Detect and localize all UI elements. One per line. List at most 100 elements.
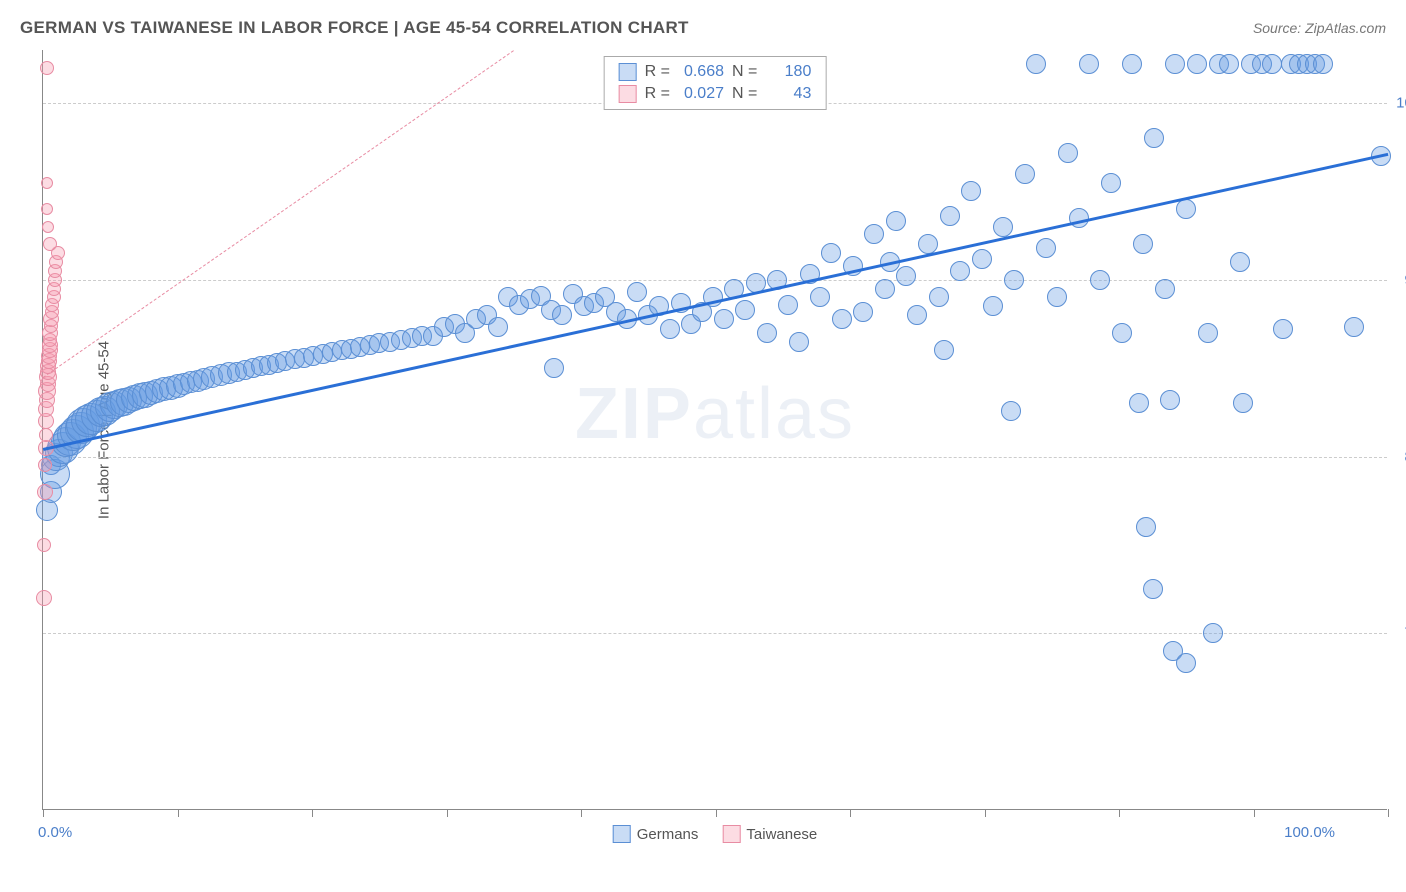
stats-box: R = 0.668 N = 180 R = 0.027 N = 43 bbox=[604, 56, 827, 110]
data-point bbox=[950, 261, 970, 281]
data-point bbox=[1198, 323, 1218, 343]
legend-item-taiwanese: Taiwanese bbox=[722, 825, 817, 843]
data-point bbox=[1026, 54, 1046, 74]
data-point bbox=[832, 309, 852, 329]
data-point bbox=[983, 296, 1003, 316]
data-point bbox=[896, 266, 916, 286]
data-point bbox=[1160, 390, 1180, 410]
data-point bbox=[39, 428, 53, 442]
data-point bbox=[929, 287, 949, 307]
data-point bbox=[810, 287, 830, 307]
xtick bbox=[178, 809, 179, 817]
ytick-label: 90.0% bbox=[1392, 271, 1406, 288]
legend: Germans Taiwanese bbox=[613, 825, 818, 843]
data-point bbox=[1165, 54, 1185, 74]
watermark: ZIPatlas bbox=[575, 373, 855, 455]
chart-area: In Labor Force | Age 45-54 70.0%80.0%90.… bbox=[42, 50, 1387, 810]
data-point bbox=[1112, 323, 1132, 343]
gridline bbox=[43, 633, 1387, 634]
data-point bbox=[714, 309, 734, 329]
data-point bbox=[940, 206, 960, 226]
data-point bbox=[1176, 199, 1196, 219]
data-point bbox=[789, 332, 809, 352]
data-point bbox=[552, 305, 572, 325]
data-point bbox=[1219, 54, 1239, 74]
data-point bbox=[934, 340, 954, 360]
source-label: Source: ZipAtlas.com bbox=[1253, 20, 1386, 36]
data-point bbox=[627, 282, 647, 302]
data-point bbox=[1273, 319, 1293, 339]
data-point bbox=[38, 458, 52, 472]
xtick bbox=[1119, 809, 1120, 817]
data-point bbox=[757, 323, 777, 343]
data-point bbox=[1069, 208, 1089, 228]
data-point bbox=[544, 358, 564, 378]
data-point bbox=[1144, 128, 1164, 148]
data-point bbox=[821, 243, 841, 263]
data-point bbox=[1129, 393, 1149, 413]
r-value-germans: 0.668 bbox=[678, 63, 724, 81]
data-point bbox=[41, 177, 53, 189]
stats-row-germans: R = 0.668 N = 180 bbox=[619, 61, 812, 83]
ytick-label: 70.0% bbox=[1392, 625, 1406, 642]
data-point bbox=[1203, 623, 1223, 643]
data-point bbox=[660, 319, 680, 339]
data-point bbox=[43, 237, 57, 251]
xtick bbox=[312, 809, 313, 817]
data-point bbox=[1058, 143, 1078, 163]
data-point bbox=[1233, 393, 1253, 413]
legend-label-germans: Germans bbox=[637, 826, 699, 843]
ytick-label: 100.0% bbox=[1392, 95, 1406, 112]
data-point bbox=[778, 295, 798, 315]
data-point bbox=[1101, 173, 1121, 193]
xtick bbox=[716, 809, 717, 817]
data-point bbox=[961, 181, 981, 201]
data-point bbox=[1036, 238, 1056, 258]
xtick bbox=[581, 809, 582, 817]
data-point bbox=[1176, 653, 1196, 673]
n-value-germans: 180 bbox=[765, 63, 811, 81]
data-point bbox=[37, 538, 51, 552]
data-point bbox=[1122, 54, 1142, 74]
legend-label-taiwanese: Taiwanese bbox=[746, 826, 817, 843]
xtick bbox=[985, 809, 986, 817]
data-point bbox=[735, 300, 755, 320]
swatch-germans-icon bbox=[613, 825, 631, 843]
swatch-taiwanese-icon bbox=[619, 85, 637, 103]
data-point bbox=[1133, 234, 1153, 254]
r-label: R = bbox=[645, 63, 670, 81]
xtick bbox=[1254, 809, 1255, 817]
xtick bbox=[447, 809, 448, 817]
data-point bbox=[1313, 54, 1333, 74]
data-point bbox=[1090, 270, 1110, 290]
data-point bbox=[1155, 279, 1175, 299]
data-point bbox=[1262, 54, 1282, 74]
data-point bbox=[1079, 54, 1099, 74]
chart-title: GERMAN VS TAIWANESE IN LABOR FORCE | AGE… bbox=[20, 18, 689, 38]
data-point bbox=[1001, 401, 1021, 421]
data-point bbox=[1047, 287, 1067, 307]
data-point bbox=[488, 317, 508, 337]
xaxis-max-label: 100.0% bbox=[1284, 824, 1335, 841]
data-point bbox=[864, 224, 884, 244]
ytick-label: 80.0% bbox=[1392, 448, 1406, 465]
gridline bbox=[43, 457, 1387, 458]
data-point bbox=[1015, 164, 1035, 184]
r-label: R = bbox=[645, 85, 670, 103]
xtick bbox=[850, 809, 851, 817]
xtick bbox=[1388, 809, 1389, 817]
data-point bbox=[886, 211, 906, 231]
data-point bbox=[36, 590, 52, 606]
gridline bbox=[43, 280, 1387, 281]
data-point bbox=[1004, 270, 1024, 290]
data-point bbox=[1143, 579, 1163, 599]
data-point bbox=[1230, 252, 1250, 272]
r-value-taiwanese: 0.027 bbox=[678, 85, 724, 103]
n-value-taiwanese: 43 bbox=[765, 85, 811, 103]
n-label: N = bbox=[732, 63, 757, 81]
xaxis-min-label: 0.0% bbox=[38, 824, 72, 841]
swatch-taiwanese-icon bbox=[722, 825, 740, 843]
xtick bbox=[43, 809, 44, 817]
data-point bbox=[41, 203, 53, 215]
data-point bbox=[1344, 317, 1364, 337]
